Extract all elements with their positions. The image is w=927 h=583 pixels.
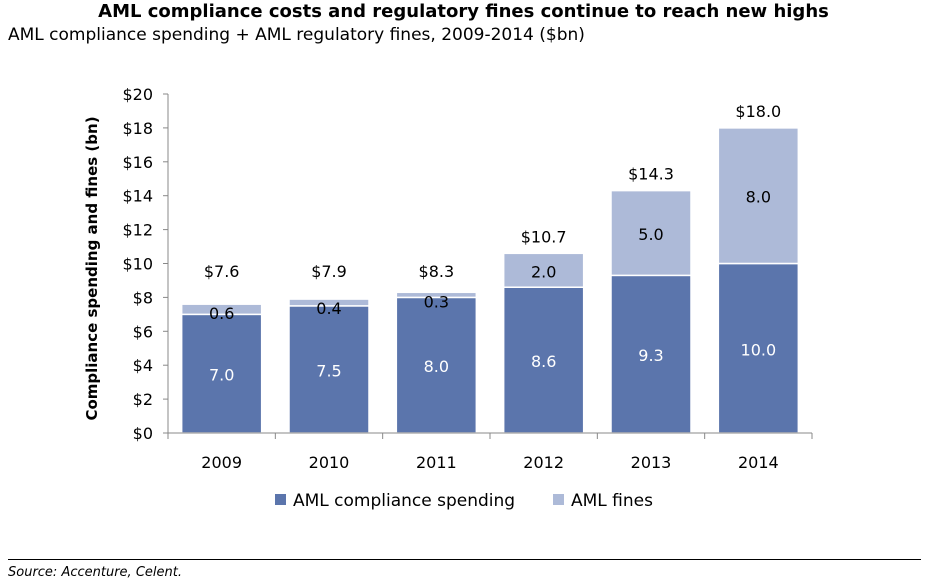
x-tick-label: 2011 (416, 453, 457, 472)
y-tick-label: $4 (133, 356, 153, 375)
legend-swatch-spending (275, 494, 286, 505)
x-tick-label: 2009 (201, 453, 242, 472)
y-tick-label: $8 (133, 288, 153, 307)
fines-value-label: 2.0 (531, 262, 556, 281)
chart-subtitle: AML compliance spending + AML regulatory… (8, 25, 585, 45)
stacked-bar-chart: $0 $2 $4 $6 $8 $10 $12 $14 $16 $18 $20 Compliance s… (83, 85, 813, 511)
bar-fines (610, 189, 692, 277)
chart-title: AML compliance costs and regulatory fine… (98, 1, 829, 22)
labels-layer: 7.0 0.6 $7.6 2009 7.5 0.4 $7.9 2010 8.0 0.3 $8.3 20… (201, 102, 781, 472)
bar-spending (502, 286, 585, 434)
bars-layer (180, 127, 800, 434)
axes-layer: $0 $2 $4 $6 $8 $10 $12 $14 $16 $18 $20 Compliance s… (83, 85, 813, 443)
legend-label-fines: AML fines (571, 491, 653, 511)
y-tick-label: $10 (122, 255, 153, 274)
x-tick-label: 2012 (523, 453, 564, 472)
total-label: $14.3 (628, 165, 674, 184)
fines-value-label: 0.6 (209, 304, 234, 323)
legend-label-spending: AML compliance spending (293, 491, 515, 511)
legend-swatch-fines (553, 494, 564, 505)
spending-value-label: 9.3 (638, 346, 663, 365)
bar-fines (180, 303, 263, 316)
bar-spending (180, 313, 263, 434)
bar-fines (502, 252, 585, 288)
spending-value-label: 10.0 (741, 340, 777, 359)
spending-value-label: 7.0 (209, 366, 234, 385)
bar-spending (610, 274, 692, 434)
fines-value-label: 8.0 (746, 188, 771, 207)
total-label: $7.9 (311, 262, 347, 281)
total-label: $8.3 (419, 262, 455, 281)
bar-spending (395, 296, 478, 434)
y-tick-label: $12 (122, 221, 153, 240)
bar-spending (717, 262, 800, 434)
y-tick-label: $6 (133, 322, 153, 341)
spending-value-label: 8.0 (424, 357, 449, 376)
y-axis-title: Compliance spending and fines (bn) (83, 116, 101, 420)
spending-value-label: 7.5 (316, 361, 341, 380)
spending-value-label: 8.6 (531, 352, 556, 371)
source-note: Source: Accenture, Celent. (8, 565, 182, 580)
y-tick-label: $0 (133, 424, 153, 443)
fines-value-label: 0.3 (424, 292, 449, 311)
bar-fines (395, 291, 478, 299)
x-tick-label: 2014 (738, 453, 779, 472)
y-tick-label: $14 (122, 187, 153, 206)
divider (8, 559, 921, 560)
y-tick-label: $20 (122, 85, 153, 104)
y-tick-label: $18 (122, 119, 153, 138)
total-label: $10.7 (521, 227, 567, 246)
x-tick-label: 2010 (309, 453, 350, 472)
fines-value-label: 5.0 (638, 225, 663, 244)
bar-fines (717, 127, 800, 265)
y-tick-label: $2 (133, 390, 153, 409)
legend: AML compliance spending AML fines (275, 491, 653, 511)
y-tick-label: $16 (122, 153, 153, 172)
total-label: $18.0 (735, 102, 781, 121)
x-tick-label: 2013 (631, 453, 672, 472)
bar-fines (288, 298, 370, 307)
fines-value-label: 0.4 (316, 299, 341, 318)
total-label: $7.6 (204, 262, 240, 281)
